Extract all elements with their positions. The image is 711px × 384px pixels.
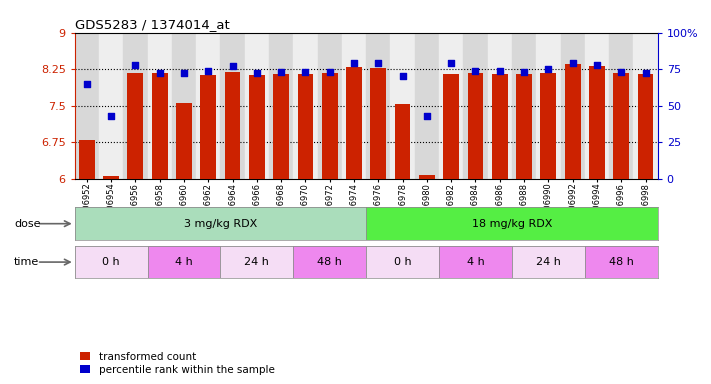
Point — [470, 68, 481, 74]
Text: 24 h: 24 h — [245, 257, 269, 267]
Text: dose: dose — [14, 218, 41, 229]
Bar — [468, 73, 483, 179]
Bar — [565, 64, 581, 179]
Bar — [201, 75, 216, 179]
Bar — [536, 33, 560, 179]
Point — [81, 81, 92, 87]
Text: 0 h: 0 h — [102, 257, 120, 267]
Bar — [512, 33, 536, 179]
Bar — [439, 33, 464, 179]
Bar — [390, 33, 415, 179]
Bar — [585, 246, 658, 278]
Bar — [75, 246, 148, 278]
Bar — [75, 207, 366, 240]
Bar — [614, 73, 629, 179]
Bar — [269, 33, 294, 179]
Bar — [488, 33, 512, 179]
Bar — [366, 246, 439, 278]
Bar — [225, 71, 240, 179]
Point — [494, 68, 506, 74]
Bar — [172, 33, 196, 179]
Bar — [516, 74, 532, 179]
Bar — [585, 33, 609, 179]
Bar — [464, 33, 488, 179]
Bar — [346, 67, 362, 179]
Bar — [148, 246, 220, 278]
Point — [105, 113, 117, 119]
Bar — [370, 68, 386, 179]
Bar — [634, 33, 658, 179]
Legend: transformed count, percentile rank within the sample: transformed count, percentile rank withi… — [80, 352, 274, 375]
Bar — [560, 33, 585, 179]
Point — [348, 60, 360, 66]
Point — [178, 70, 190, 76]
Text: 3 mg/kg RDX: 3 mg/kg RDX — [183, 218, 257, 229]
Point — [227, 63, 238, 69]
Point — [129, 62, 141, 68]
Bar — [220, 33, 245, 179]
Bar — [443, 74, 459, 179]
Bar — [415, 33, 439, 179]
Point — [640, 70, 651, 76]
Point — [275, 69, 287, 75]
Bar — [366, 33, 390, 179]
Text: time: time — [14, 257, 40, 267]
Bar — [196, 33, 220, 179]
Text: 48 h: 48 h — [609, 257, 634, 267]
Text: 18 mg/kg RDX: 18 mg/kg RDX — [471, 218, 552, 229]
Point — [397, 73, 408, 79]
Bar — [220, 246, 294, 278]
Point — [567, 60, 578, 66]
Bar — [294, 246, 366, 278]
Text: 4 h: 4 h — [175, 257, 193, 267]
Point — [154, 70, 166, 76]
Text: 4 h: 4 h — [466, 257, 484, 267]
Point — [203, 68, 214, 74]
Text: 0 h: 0 h — [394, 257, 412, 267]
Bar — [609, 33, 634, 179]
Bar — [342, 33, 366, 179]
Point — [542, 66, 554, 72]
Point — [373, 60, 384, 66]
Bar — [297, 74, 314, 179]
Point — [592, 62, 603, 68]
Bar — [318, 33, 342, 179]
Bar — [439, 246, 512, 278]
Point — [300, 69, 311, 75]
Bar — [123, 33, 148, 179]
Bar — [322, 73, 338, 179]
Bar — [638, 74, 653, 179]
Point — [616, 69, 627, 75]
Bar — [99, 33, 123, 179]
Bar — [294, 33, 318, 179]
Bar — [79, 140, 95, 179]
Bar — [245, 33, 269, 179]
Bar — [249, 75, 264, 179]
Text: 48 h: 48 h — [317, 257, 342, 267]
Bar — [148, 33, 172, 179]
Bar — [75, 33, 99, 179]
Bar — [151, 73, 168, 179]
Point — [446, 60, 457, 66]
Bar — [419, 175, 435, 179]
Bar — [273, 74, 289, 179]
Bar — [176, 103, 192, 179]
Bar — [103, 176, 119, 179]
Bar — [366, 207, 658, 240]
Bar — [512, 246, 585, 278]
Bar — [589, 66, 605, 179]
Bar — [492, 74, 508, 179]
Bar — [395, 104, 410, 179]
Point — [251, 70, 262, 76]
Point — [324, 69, 336, 75]
Point — [421, 113, 432, 119]
Text: 24 h: 24 h — [536, 257, 561, 267]
Bar — [127, 73, 144, 179]
Point — [518, 69, 530, 75]
Text: GDS5283 / 1374014_at: GDS5283 / 1374014_at — [75, 18, 230, 31]
Bar — [540, 73, 556, 179]
